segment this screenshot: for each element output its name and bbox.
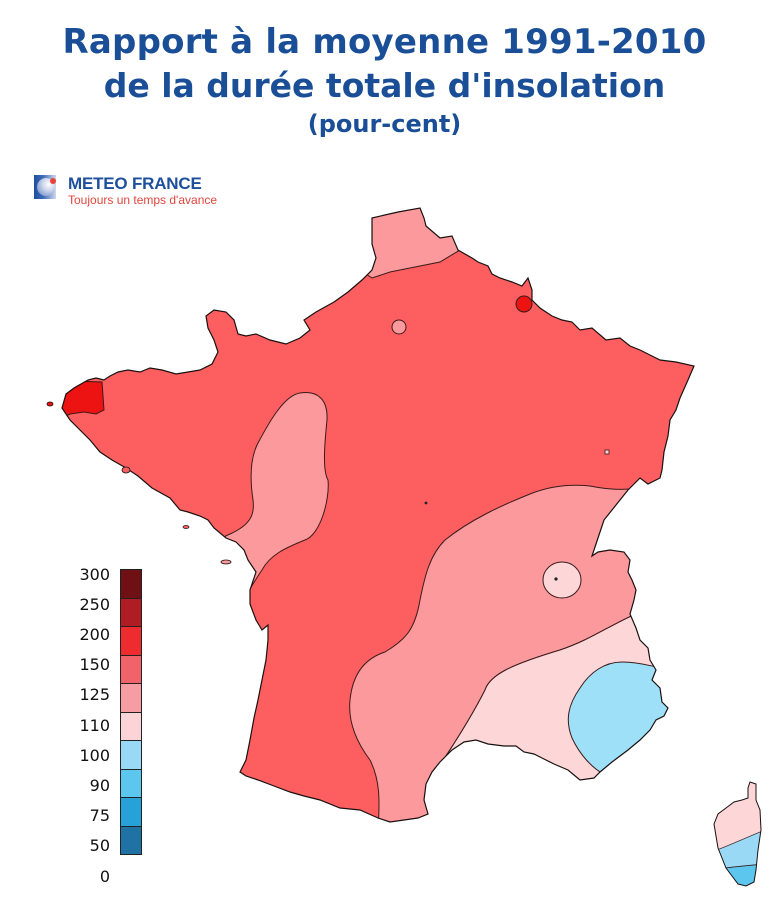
legend-label: 75 xyxy=(89,806,110,825)
legend-label: 50 xyxy=(89,836,110,855)
legend-swatch xyxy=(120,711,142,741)
legend-swatch xyxy=(120,740,142,770)
logo-tagline: Toujours un temps d'avance xyxy=(68,193,218,207)
legend-swatch xyxy=(120,626,142,656)
legend-swatch xyxy=(120,683,142,713)
legend-label: 300 xyxy=(79,565,110,584)
legend-label: 250 xyxy=(79,595,110,614)
legend-label: 100 xyxy=(79,746,110,765)
legend-swatch xyxy=(120,768,142,798)
paris-north-spot xyxy=(391,319,407,335)
legend-label: 110 xyxy=(79,716,110,735)
map-subtitle-unit: (pour-cent) xyxy=(307,110,462,138)
legend-swatch xyxy=(120,654,142,684)
legend-swatch xyxy=(120,597,142,627)
corsica xyxy=(713,781,762,887)
legend-swatch xyxy=(120,569,142,599)
logo-name: METEO FRANCE xyxy=(68,174,202,193)
legend-color-bar xyxy=(120,569,142,855)
legend-swatch xyxy=(120,797,142,827)
legend-label: 150 xyxy=(79,655,110,674)
lyon-spot xyxy=(542,561,582,599)
legend-label: 200 xyxy=(79,625,110,644)
ardennes-spot xyxy=(515,295,533,313)
map-title-line1: Rapport à la moyenne 1991-2010 xyxy=(62,22,707,62)
map-title-line2: de la durée totale d'insolation xyxy=(103,66,666,105)
legend-swatch xyxy=(120,825,142,855)
legend-label: 90 xyxy=(89,776,110,795)
legend-label: 0 xyxy=(99,867,110,886)
legend-label: 125 xyxy=(79,685,110,704)
meteo-france-globe-icon xyxy=(34,175,56,199)
meteo-france-logo: METEO FRANCE Toujours un temps d'avance xyxy=(34,175,217,207)
